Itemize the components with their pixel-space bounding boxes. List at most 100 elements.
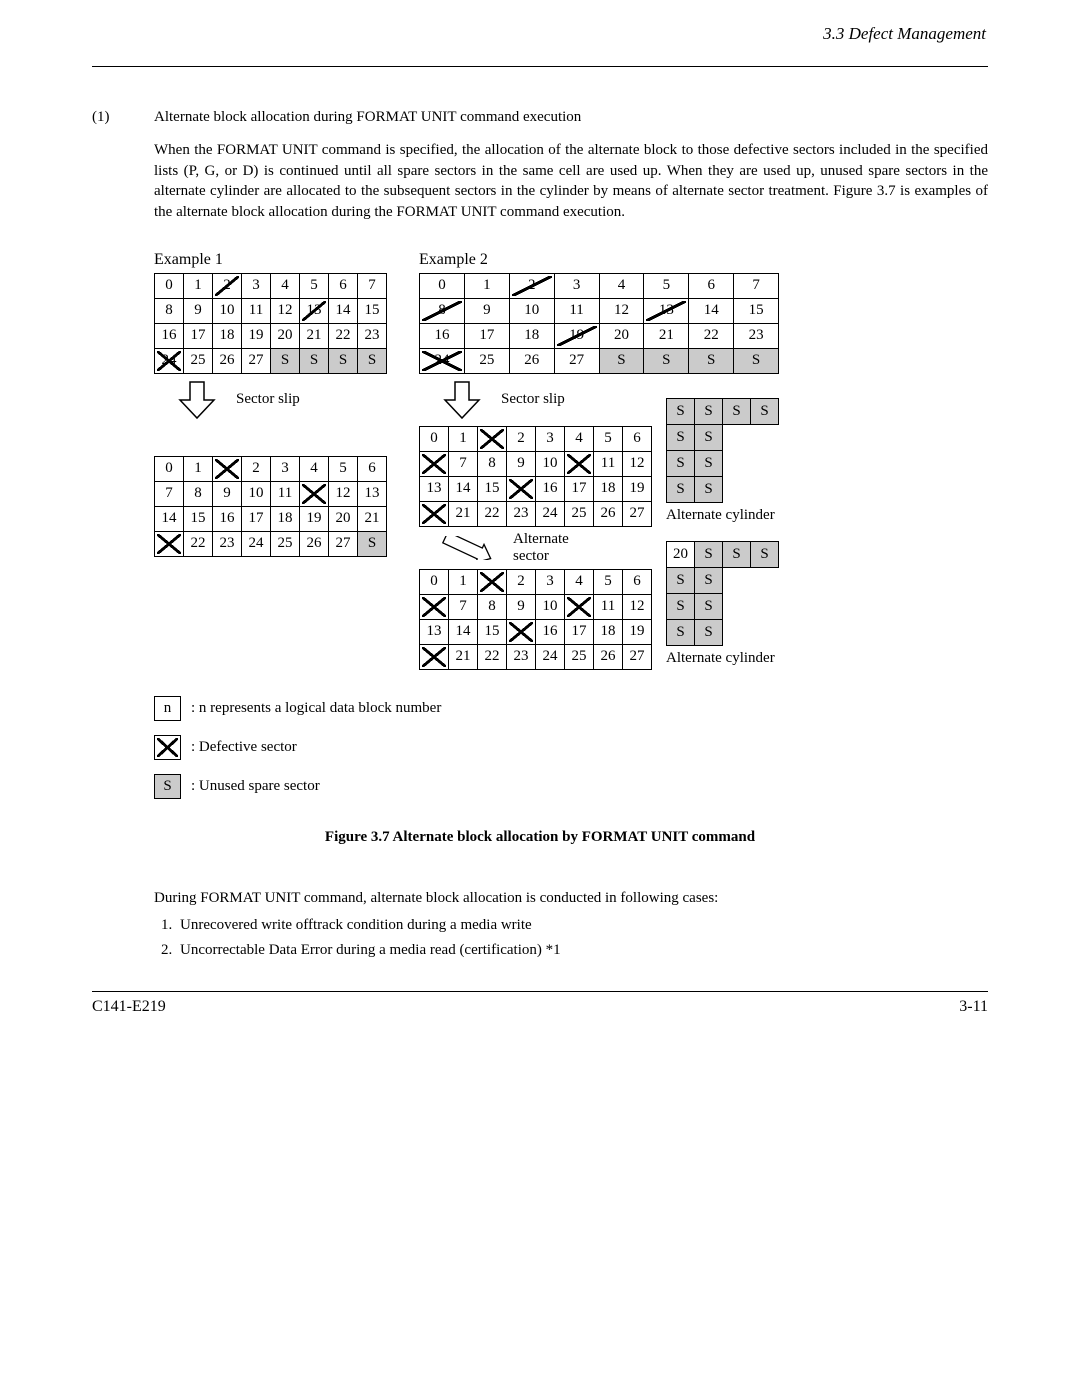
grid-cell: 1 — [449, 426, 478, 451]
grid-cell: 9 — [507, 594, 536, 619]
grid-cell — [420, 451, 449, 476]
grid-cell: S — [599, 348, 644, 373]
grid-cell — [565, 594, 594, 619]
grid-cell: 9 — [184, 298, 213, 323]
grid-cell: 18 — [509, 323, 554, 348]
grid-cell: 7 — [449, 594, 478, 619]
grid-cell: 24 — [536, 501, 565, 526]
grid-cell: 5 — [594, 426, 623, 451]
grid-cell: S — [667, 450, 695, 476]
grid-cell: 4 — [271, 273, 300, 298]
grid-cell: 7 — [449, 451, 478, 476]
grid-cell: 0 — [155, 273, 184, 298]
grid-cell: S — [667, 593, 695, 619]
grid-cell: 1 — [464, 273, 509, 298]
grid-cell — [420, 594, 449, 619]
grid-cell: 10 — [536, 594, 565, 619]
grid-cell: 1 — [449, 569, 478, 594]
grid-cell: 11 — [594, 594, 623, 619]
grid-cell — [478, 569, 507, 594]
grid-cell: 1 — [184, 456, 213, 481]
grid-cell: 18 — [594, 619, 623, 644]
lower-text: During FORMAT UNIT command, alternate bl… — [154, 890, 988, 959]
example-2: Example 2 012345678910111213141516171819… — [419, 251, 779, 670]
grid-cell: S — [695, 567, 723, 593]
lower-list: Unrecovered write offtrack condition dur… — [154, 917, 988, 959]
grid-cell: S — [689, 348, 734, 373]
page: 3.3 Defect Management (1) Alternate bloc… — [92, 24, 988, 1016]
grid-cell — [213, 456, 242, 481]
grid-cell: S — [734, 348, 779, 373]
grid-cell: 16 — [213, 506, 242, 531]
grid-cell: S — [358, 531, 387, 556]
sector-slip-label: Sector slip — [236, 391, 300, 408]
grid-cell: 12 — [623, 451, 652, 476]
grid-cell: S — [751, 541, 779, 567]
lower-intro: During FORMAT UNIT command, alternate bl… — [154, 890, 988, 907]
grid-cell: 17 — [242, 506, 271, 531]
section-paragraph: When the FORMAT UNIT command is specifie… — [154, 140, 988, 223]
grid-cell: 15 — [734, 298, 779, 323]
grid-cell: 4 — [565, 569, 594, 594]
grid-cell: 12 — [623, 594, 652, 619]
grid-cell: 11 — [242, 298, 271, 323]
grid-cell: 15 — [478, 476, 507, 501]
grid-cell: S — [667, 476, 695, 502]
ex2-bottom-alt-grid: 20SSSSSSSSS — [666, 541, 779, 646]
grid-cell: S — [723, 541, 751, 567]
grid-cell: 13 — [420, 476, 449, 501]
grid-cell: 15 — [478, 619, 507, 644]
grid-cell: S — [695, 450, 723, 476]
grid-cell: S — [695, 619, 723, 645]
grid-cell: 8 — [184, 481, 213, 506]
grid-cell: 4 — [300, 456, 329, 481]
grid-cell: 4 — [565, 426, 594, 451]
grid-cell: 24 — [420, 348, 465, 373]
grid-cell: 16 — [420, 323, 465, 348]
grid-cell: 21 — [449, 644, 478, 669]
grid-cell: 14 — [449, 619, 478, 644]
legend-n-text: : n represents a logical data block numb… — [191, 700, 441, 717]
grid-cell — [565, 451, 594, 476]
grid-cell: 26 — [594, 644, 623, 669]
grid-cell: 26 — [213, 348, 242, 373]
grid-cell: 22 — [184, 531, 213, 556]
grid-cell: 5 — [594, 569, 623, 594]
alternate-cylinder-label: Alternate cylinder — [666, 507, 779, 524]
grid-cell — [420, 501, 449, 526]
grid-cell: 23 — [213, 531, 242, 556]
ex2-bottom-row: 0123456789101112131415161718192122232425… — [419, 569, 779, 670]
grid-cell — [420, 644, 449, 669]
grid-cell: 27 — [242, 348, 271, 373]
example-1-label: Example 1 — [154, 251, 387, 269]
grid-cell: S — [695, 398, 723, 424]
grid-cell: 6 — [623, 426, 652, 451]
section: (1) Alternate block allocation during FO… — [92, 109, 988, 223]
grid-cell: 9 — [464, 298, 509, 323]
grid-cell: 20 — [667, 541, 695, 567]
grid-cell: 19 — [242, 323, 271, 348]
grid-cell: 21 — [644, 323, 689, 348]
grid-cell: S — [329, 348, 358, 373]
grid-cell: 7 — [155, 481, 184, 506]
legend-n-box: n — [154, 696, 181, 721]
grid-cell: 16 — [536, 619, 565, 644]
grid-cell: 7 — [734, 273, 779, 298]
ex2-bottom-alt: 20SSSSSSSSS Alternate cylinder — [666, 541, 779, 667]
grid-cell: 22 — [329, 323, 358, 348]
grid-cell: 4 — [599, 273, 644, 298]
grid-cell: 0 — [420, 273, 465, 298]
grid-cell: 27 — [623, 501, 652, 526]
grid-cell: 5 — [300, 273, 329, 298]
right-down-arrow-icon — [441, 536, 495, 560]
grid-cell: S — [667, 424, 695, 450]
grid-cell: 25 — [565, 501, 594, 526]
grid-cell: 25 — [565, 644, 594, 669]
grid-cell: S — [667, 619, 695, 645]
grid-cell: 18 — [213, 323, 242, 348]
footer-left: C141-E219 — [92, 998, 166, 1016]
grid-cell: 8 — [478, 594, 507, 619]
grid-cell: 23 — [507, 501, 536, 526]
grid-cell: 14 — [155, 506, 184, 531]
grid-cell: 0 — [155, 456, 184, 481]
